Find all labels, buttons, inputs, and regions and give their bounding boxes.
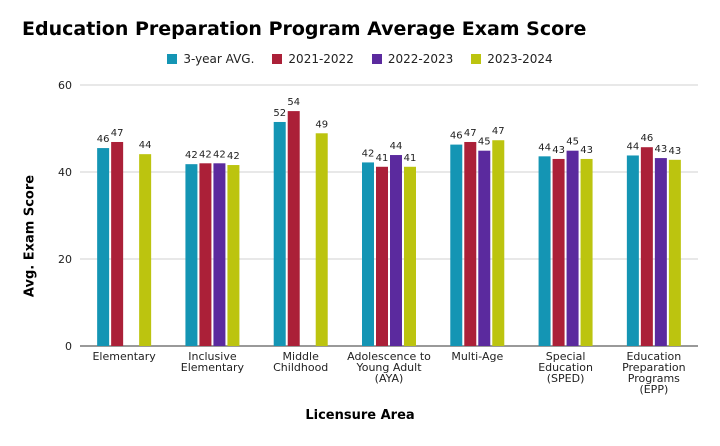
- x-tick-label: Education: [538, 361, 593, 374]
- data-label: 54: [287, 97, 300, 108]
- bar: [464, 141, 477, 346]
- bar: [492, 140, 505, 346]
- bar: [640, 147, 653, 346]
- y-tick-label: 60: [58, 79, 72, 92]
- data-label: 46: [450, 131, 463, 142]
- bar: [287, 111, 300, 346]
- data-label: 47: [492, 126, 505, 137]
- data-label: 47: [111, 128, 124, 139]
- legend-swatch: [471, 54, 482, 64]
- data-label: 44: [390, 141, 403, 152]
- x-tick-label: Preparation: [622, 361, 686, 374]
- bar: [199, 163, 212, 346]
- bar: [376, 166, 388, 346]
- bar: [626, 155, 639, 346]
- data-label: 47: [464, 128, 477, 139]
- x-tick-label: Special: [546, 350, 586, 363]
- legend-swatch: [371, 54, 382, 64]
- bar: [97, 148, 110, 346]
- bar: [580, 158, 593, 346]
- data-label: 52: [273, 108, 286, 119]
- legend-label: 2022-2023: [387, 52, 454, 66]
- x-tick-label: Adolescence to: [347, 350, 431, 363]
- legend-item: 2023-2024: [471, 52, 553, 66]
- x-tick-label: Programs: [628, 372, 680, 385]
- bar: [654, 158, 667, 346]
- bar: [213, 163, 226, 346]
- x-tick-label: Middle: [283, 350, 320, 363]
- legend-item: 2022-2023: [371, 52, 454, 66]
- data-label: 45: [478, 137, 491, 148]
- x-tick-label: (AYA): [375, 372, 404, 385]
- x-tick-label: Education: [626, 350, 681, 363]
- bar: [538, 156, 551, 346]
- bar: [552, 158, 565, 346]
- y-tick-label: 40: [58, 166, 72, 179]
- bar: [404, 166, 416, 346]
- x-tick-label: (SPED): [547, 372, 585, 385]
- bar: [273, 121, 286, 346]
- bar: [111, 141, 124, 346]
- data-label: 43: [552, 145, 565, 156]
- data-label: 42: [199, 149, 212, 160]
- bar: [227, 165, 240, 346]
- legend-item: 3-year AVG.: [167, 52, 254, 66]
- data-label: 42: [213, 149, 226, 160]
- x-tick-label: Multi-Age: [451, 350, 503, 363]
- data-label: 42: [185, 150, 198, 161]
- bar: [450, 144, 463, 346]
- legend-label: 2021-2022: [288, 52, 354, 66]
- legend-label: 3-year AVG.: [183, 52, 255, 66]
- data-label: 46: [97, 134, 110, 145]
- bar: [139, 154, 152, 346]
- data-label: 42: [362, 148, 375, 159]
- bar: [390, 155, 402, 346]
- legend-label: 2023-2024: [487, 52, 553, 66]
- bar: [362, 162, 374, 346]
- y-tick-label: 0: [65, 340, 72, 353]
- x-tick-label: Elementary: [181, 361, 245, 374]
- y-tick-label: 20: [58, 253, 72, 266]
- chart-title: Education Preparation Program Average Ex…: [22, 18, 587, 40]
- legend-swatch: [167, 54, 178, 64]
- x-tick-label: (EPP): [639, 383, 668, 396]
- x-tick-label: Childhood: [273, 361, 328, 374]
- x-tick-label: Young Adult: [355, 361, 422, 374]
- x-axis-label: Licensure Area: [305, 408, 415, 423]
- x-tick-label: Elementary: [92, 350, 156, 363]
- legend-item: 2021-2022: [272, 52, 354, 66]
- bar: [185, 164, 198, 346]
- data-label: 46: [640, 133, 653, 144]
- x-tick-label: Inclusive: [188, 350, 237, 363]
- data-label: 44: [626, 141, 639, 152]
- data-label: 41: [404, 153, 417, 164]
- data-label: 49: [315, 119, 328, 130]
- data-label: 44: [139, 140, 152, 151]
- data-label: 42: [227, 151, 240, 162]
- data-label: 41: [376, 153, 389, 164]
- legend: 3-year AVG. 2021-2022 2022-2023 2023-2024: [0, 52, 720, 66]
- bar: [478, 150, 491, 346]
- bar: [566, 150, 579, 346]
- bar: [668, 159, 681, 346]
- data-label: 43: [668, 146, 681, 157]
- legend-swatch: [272, 54, 283, 64]
- data-label: 44: [538, 142, 551, 153]
- data-label: 43: [580, 145, 593, 156]
- data-label: 45: [566, 137, 579, 148]
- data-label: 43: [654, 144, 667, 155]
- bar: [315, 133, 328, 346]
